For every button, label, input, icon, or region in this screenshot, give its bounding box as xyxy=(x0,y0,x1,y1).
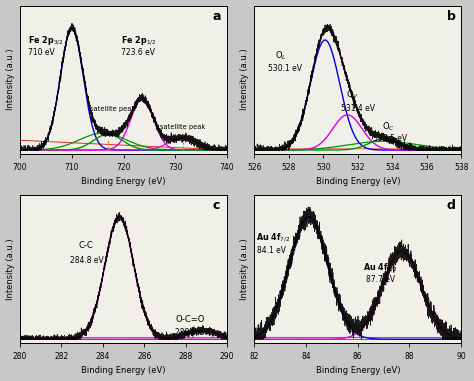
Text: Au 4f$_{7/2}$: Au 4f$_{7/2}$ xyxy=(255,231,290,244)
Text: 288.8 eV: 288.8 eV xyxy=(175,328,209,337)
Y-axis label: Intensity (a.u.): Intensity (a.u.) xyxy=(240,49,249,110)
Text: 530.1 eV: 530.1 eV xyxy=(268,64,302,74)
Text: 710 eV: 710 eV xyxy=(28,48,55,58)
X-axis label: Binding Energy (eV): Binding Energy (eV) xyxy=(81,367,166,375)
Text: O$_C$: O$_C$ xyxy=(382,121,395,133)
Text: 533.5 eV: 533.5 eV xyxy=(374,134,408,143)
X-axis label: Binding Energy (eV): Binding Energy (eV) xyxy=(316,177,400,186)
Text: 84.1 eV: 84.1 eV xyxy=(257,246,286,255)
Text: 284.8 eV: 284.8 eV xyxy=(70,256,103,265)
Text: b: b xyxy=(447,10,456,23)
Y-axis label: Intensity (a.u.): Intensity (a.u.) xyxy=(240,238,249,299)
Text: C-C: C-C xyxy=(78,241,93,250)
Text: Fe 2p$_{3/2}$: Fe 2p$_{3/2}$ xyxy=(28,34,63,46)
Text: d: d xyxy=(447,199,456,212)
X-axis label: Binding Energy (eV): Binding Energy (eV) xyxy=(316,367,400,375)
Text: O-C=O: O-C=O xyxy=(175,315,205,324)
Text: 723.6 eV: 723.6 eV xyxy=(121,48,155,58)
Y-axis label: Intensity (a.u.): Intensity (a.u.) xyxy=(6,238,15,299)
Text: 531.4 eV: 531.4 eV xyxy=(340,104,374,112)
Text: a: a xyxy=(212,10,221,23)
Text: 87.7 eV: 87.7 eV xyxy=(365,275,395,285)
Text: O$_L$: O$_L$ xyxy=(275,50,287,62)
Text: c: c xyxy=(212,199,220,212)
X-axis label: Binding Energy (eV): Binding Energy (eV) xyxy=(81,177,166,186)
Y-axis label: Intensity (a.u.): Intensity (a.u.) xyxy=(6,49,15,110)
Text: Au 4f$_{5/2}$: Au 4f$_{5/2}$ xyxy=(363,261,397,274)
Text: Fe 2p$_{1/2}$: Fe 2p$_{1/2}$ xyxy=(121,34,156,46)
Text: O$_V$: O$_V$ xyxy=(346,89,359,101)
Text: satellite peak: satellite peak xyxy=(160,124,205,130)
Text: satellite peak: satellite peak xyxy=(90,106,135,112)
